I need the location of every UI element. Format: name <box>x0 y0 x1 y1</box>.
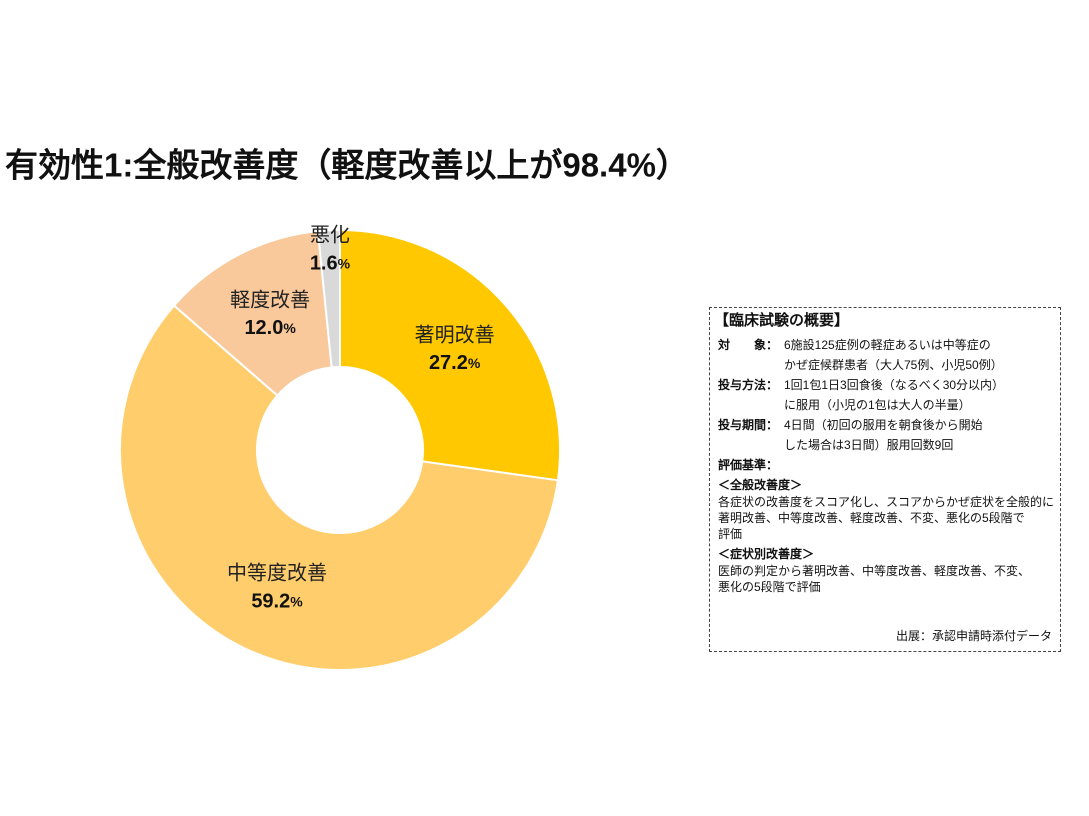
box-title: 【臨床試験の概要】 <box>714 312 850 329</box>
criteria-label: 評価基準： <box>718 458 779 472</box>
section-heading: ＜症状別改善度＞ <box>718 547 815 561</box>
value-label: 1.6% <box>310 253 351 275</box>
item-label: 投与期間： <box>718 418 779 432</box>
donut-slice <box>119 304 560 671</box>
slice-label: 軽度改善 <box>230 288 310 311</box>
item-text: 6施設125症例の軽症あるいは中等症の <box>784 338 991 352</box>
value-label: 59.2% <box>251 591 303 613</box>
section-text: 各症状の改善度をスコア化し、スコアからかぜ症状を全般的に <box>718 495 1055 509</box>
value-label: 12.0% <box>244 317 296 339</box>
chart: 有効性1:全般改善度（軽度改善以上が98.4%） 著明改善 27.2% 中等度改善 5… <box>5 147 689 671</box>
info-box: 【臨床試験の概要】対 象： 6施設125症例の軽症あるいは中等症の かぜ症候群患者（… <box>709 307 1061 652</box>
item-text: かぜ症候群患者（大人75例、小児50例） <box>784 358 1003 372</box>
item-label: 投与方法： <box>718 378 779 392</box>
slice-label: 中等度改善 <box>227 562 327 585</box>
section-text: 著明改善、中等度改善、軽度改善、不変、悪化の5段階で <box>718 511 1025 525</box>
section-text: 悪化の5段階で評価 <box>718 580 821 594</box>
item-text: 1回1包1日3回食後（なるべく30分以内） <box>784 378 1005 392</box>
item-label: 対 象： <box>718 338 779 352</box>
donut-slice <box>339 228 561 482</box>
donut-slice <box>172 230 333 397</box>
item-text: に服用（小児の1包は大人の半量） <box>784 398 971 412</box>
value-label: 27.2% <box>429 352 481 374</box>
section-text: 医師の判定から著明改善、中等度改善、軽度改善、不変、 <box>718 564 1031 578</box>
slice-label: 著明改善 <box>415 323 495 346</box>
donut-slice <box>316 228 341 369</box>
source: 出展：承認申請時添付データ <box>895 629 1052 643</box>
section-text: 評価 <box>718 527 743 541</box>
section-heading: ＜全般改善度＞ <box>718 478 803 492</box>
item-text: した場合は3日間）服用回数9回 <box>784 438 954 452</box>
chart-title: 有効性1:全般改善度（軽度改善以上が98.4%） <box>5 147 689 184</box>
slice-label: 悪化 <box>310 224 350 247</box>
item-text: 4日間（初回の服用を朝食後から開始 <box>784 418 983 432</box>
